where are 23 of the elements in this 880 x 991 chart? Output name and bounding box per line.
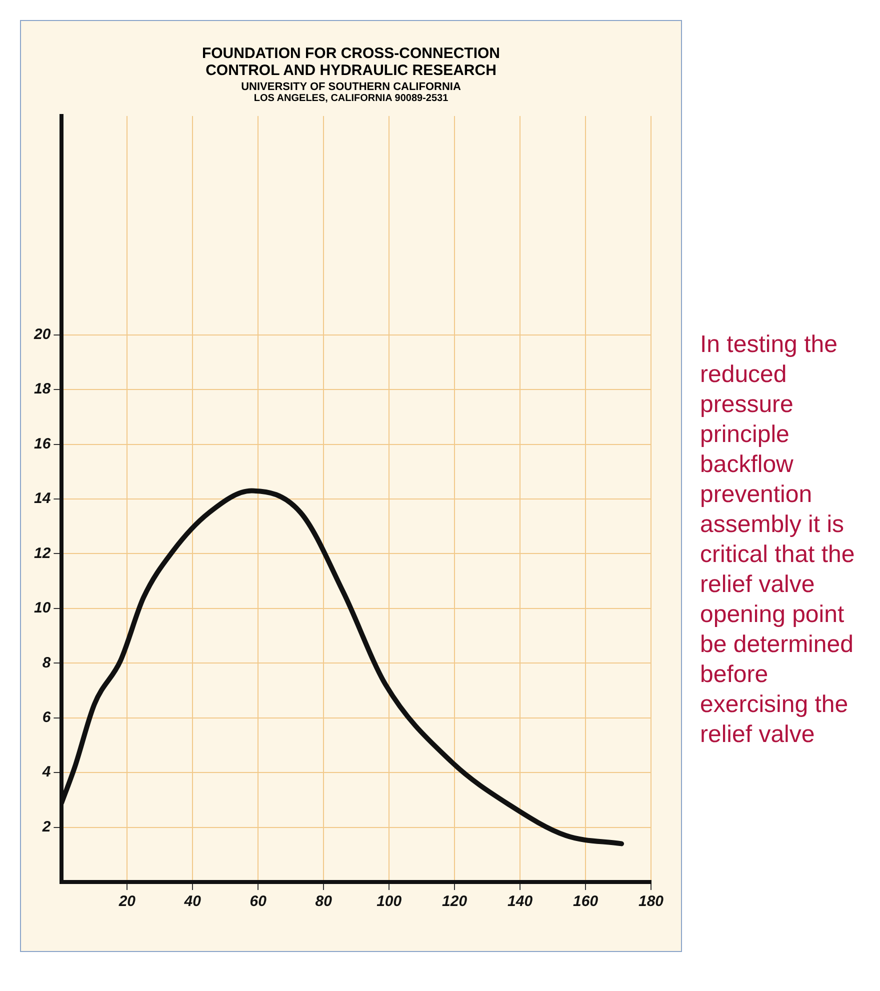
- x-tick-label: 180: [638, 893, 664, 910]
- x-tick-label: 100: [376, 893, 402, 910]
- y-tick-label: 4: [41, 764, 52, 781]
- x-tick-label: 40: [183, 893, 202, 910]
- x-tick-label: 140: [508, 893, 534, 910]
- x-tick-label: 160: [573, 893, 599, 910]
- text: In testing the reduced pressure principle backflow prevention assembly it is critical that the relief valve opening point be determined before exercising the relief valve: [700, 331, 855, 748]
- chart-subtitle: UNIVERSITY OF SOUTHERN CALIFORNIA: [240, 81, 462, 93]
- x-tick-label: 60: [250, 893, 268, 910]
- y-tick-label: 2: [41, 818, 52, 836]
- y-tick-label: 10: [34, 600, 52, 617]
- y-tick-label: 20: [32, 326, 52, 343]
- x-tick-label: 80: [315, 893, 333, 910]
- x-tick-label: 120: [442, 893, 468, 910]
- y-tick-label: 18: [34, 380, 52, 398]
- y-tick-label: 16: [34, 435, 52, 452]
- text: LOS ANGELES, CALIFORNIA 90089-2531: [252, 93, 450, 104]
- y-tick-label: 8: [42, 654, 52, 672]
- chart-title: FOUNDATION FOR CROSS-CONNECTION CONTROL AND HYDRAULIC RESEARCH: [200, 45, 502, 79]
- y-tick-label: 12: [34, 544, 52, 562]
- y-tick-label: 14: [34, 490, 52, 508]
- x-tick-label: 20: [118, 893, 136, 910]
- y-tick-label: 6: [42, 709, 52, 726]
